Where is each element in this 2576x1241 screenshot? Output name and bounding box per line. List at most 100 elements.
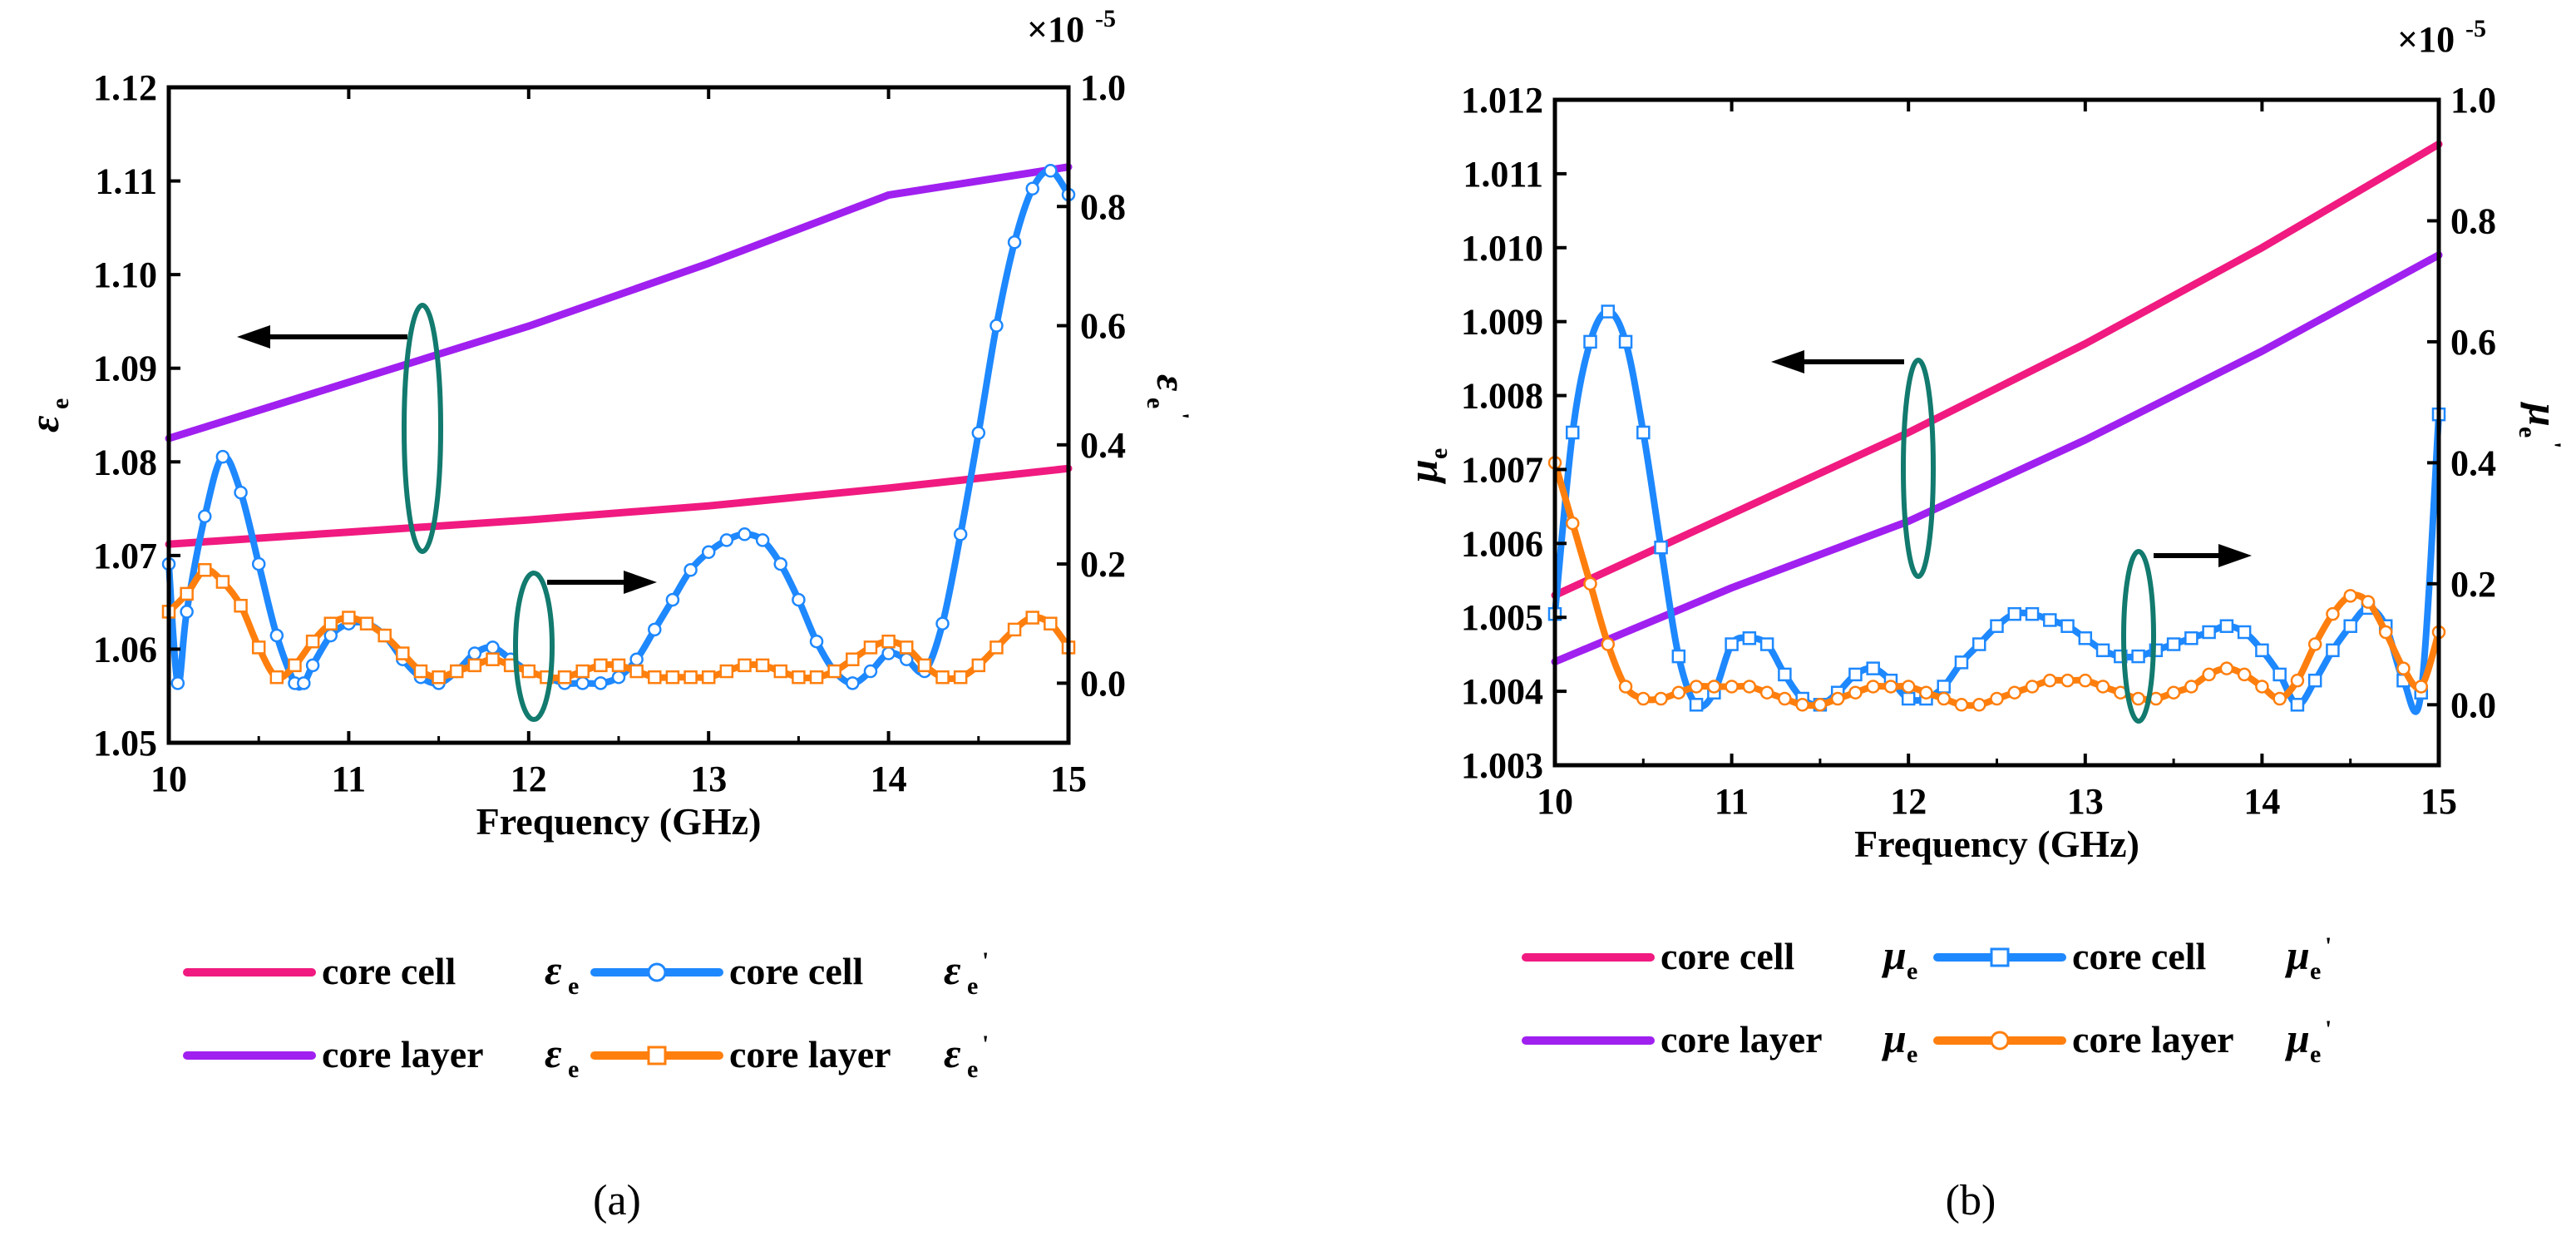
right-axis-multiplier: ×10 -5 <box>1027 5 1116 50</box>
arrow-head <box>1771 350 1804 373</box>
data-point <box>575 664 590 679</box>
y-left-tick-label: 1.08 <box>93 442 157 482</box>
panel-caption: (b) <box>1946 1177 1996 1224</box>
data-point <box>521 664 536 679</box>
data-point <box>1830 691 1845 706</box>
data-point <box>899 640 914 655</box>
data-point <box>665 592 680 607</box>
data-point <box>2025 680 2040 694</box>
data-point <box>989 319 1004 333</box>
legend-symbol-symbol: μ <box>2284 1015 2310 1061</box>
y-right-tick-label: 0.8 <box>2450 200 2496 241</box>
series-group-ellipse <box>402 303 443 554</box>
data-point <box>683 670 698 685</box>
data-point <box>2326 643 2340 658</box>
x-tick-label: 10 <box>151 759 187 799</box>
data-point <box>2237 625 2252 640</box>
data-point <box>971 426 986 440</box>
data-point <box>1759 637 1774 651</box>
data-point <box>323 616 338 630</box>
data-point <box>2361 595 2376 609</box>
data-point <box>413 664 428 679</box>
data-point <box>1007 622 1022 637</box>
y-left-tick-label: 1.05 <box>93 723 157 764</box>
data-point <box>2396 661 2411 675</box>
x-tick-label: 10 <box>1537 781 1573 822</box>
panel-caption: (a) <box>593 1177 641 1224</box>
data-point <box>1883 680 1898 694</box>
data-point <box>1654 691 1668 706</box>
y-left-tick-label: 1.007 <box>1461 449 1543 490</box>
data-point <box>1778 691 1792 706</box>
y-right-axis-label: εe ' <box>1142 374 1195 419</box>
data-point <box>2078 673 2093 688</box>
data-point <box>1990 619 2004 633</box>
data-point <box>323 628 338 643</box>
legend-label: core cell <box>1661 935 1794 977</box>
legend-symbol: ε e' <box>944 947 989 1000</box>
data-point <box>1848 685 1863 700</box>
data-point <box>251 556 266 571</box>
data-point <box>881 646 896 660</box>
y-right-tick-label: 0.0 <box>1080 663 1126 704</box>
y-left-axis-label: εe <box>21 398 74 433</box>
multiplier-exponent: -5 <box>1095 5 1116 32</box>
data-point <box>2131 691 2145 706</box>
data-point <box>738 527 752 541</box>
data-point <box>1583 576 1597 591</box>
data-point <box>467 646 482 660</box>
data-point <box>935 616 950 630</box>
y-left-tick-label: 1.009 <box>1461 302 1543 343</box>
data-point <box>1866 661 1880 675</box>
y-left-tick-label: 1.09 <box>93 349 157 389</box>
legend-swatch-marker <box>647 962 667 982</box>
x-tick-label: 12 <box>1890 781 1927 822</box>
data-point <box>575 676 590 690</box>
legend-label: core cell <box>729 950 863 992</box>
series-core-cell-main <box>1551 140 2443 600</box>
data-point <box>1901 680 1916 694</box>
legend-label: core layer <box>729 1033 891 1075</box>
data-point <box>1725 637 1739 651</box>
data-point <box>648 622 662 637</box>
y-left-tick-label: 1.07 <box>93 536 157 576</box>
data-point <box>342 611 356 625</box>
legend-symbol-sub: e <box>568 972 579 1000</box>
data-point <box>1725 680 1739 694</box>
legend-item: core layer μ e' <box>1933 1015 2332 1068</box>
data-point <box>234 598 248 613</box>
legend-symbol-symbol: ε <box>545 1030 562 1076</box>
data-point <box>1689 698 1704 712</box>
data-point <box>557 670 572 685</box>
legend-label: core cell <box>2072 935 2206 977</box>
multiplier-exponent: -5 <box>2465 15 2486 42</box>
legend-symbol-sub: e <box>1907 1041 1917 1068</box>
data-point <box>1919 685 1933 700</box>
data-point <box>251 640 266 655</box>
data-point <box>2290 698 2305 712</box>
arrow-head <box>2218 544 2252 567</box>
data-point <box>2060 673 2075 688</box>
x-tick-label: 11 <box>1715 781 1749 822</box>
data-point <box>2273 667 2287 682</box>
x-tick-label: 15 <box>2421 781 2457 822</box>
y-right-tick-label: 0.8 <box>1080 186 1126 227</box>
x-tick-label: 14 <box>2243 781 2280 822</box>
data-point <box>2043 673 2057 688</box>
legend-symbol-sub: e <box>967 972 978 1000</box>
data-point <box>2166 637 2181 651</box>
data-point <box>2343 589 2357 603</box>
legend-symbol-symbol: μ <box>2284 932 2310 978</box>
data-point <box>2219 661 2234 675</box>
data-point <box>755 658 770 673</box>
data-point <box>719 533 734 547</box>
y-left-tick-label: 1.010 <box>1461 228 1543 269</box>
y-left-label: εe <box>21 398 74 433</box>
y-left-tick-label: 1.11 <box>95 161 157 202</box>
panel-b: 10 11 12 13 14 15 1.003 1.004 1.005 1.006 1.007 1.0… <box>1399 15 2567 1224</box>
y-right-axis-label: μe ' <box>2514 401 2567 448</box>
series-group-ellipse <box>2121 549 2156 724</box>
data-point <box>629 664 644 679</box>
